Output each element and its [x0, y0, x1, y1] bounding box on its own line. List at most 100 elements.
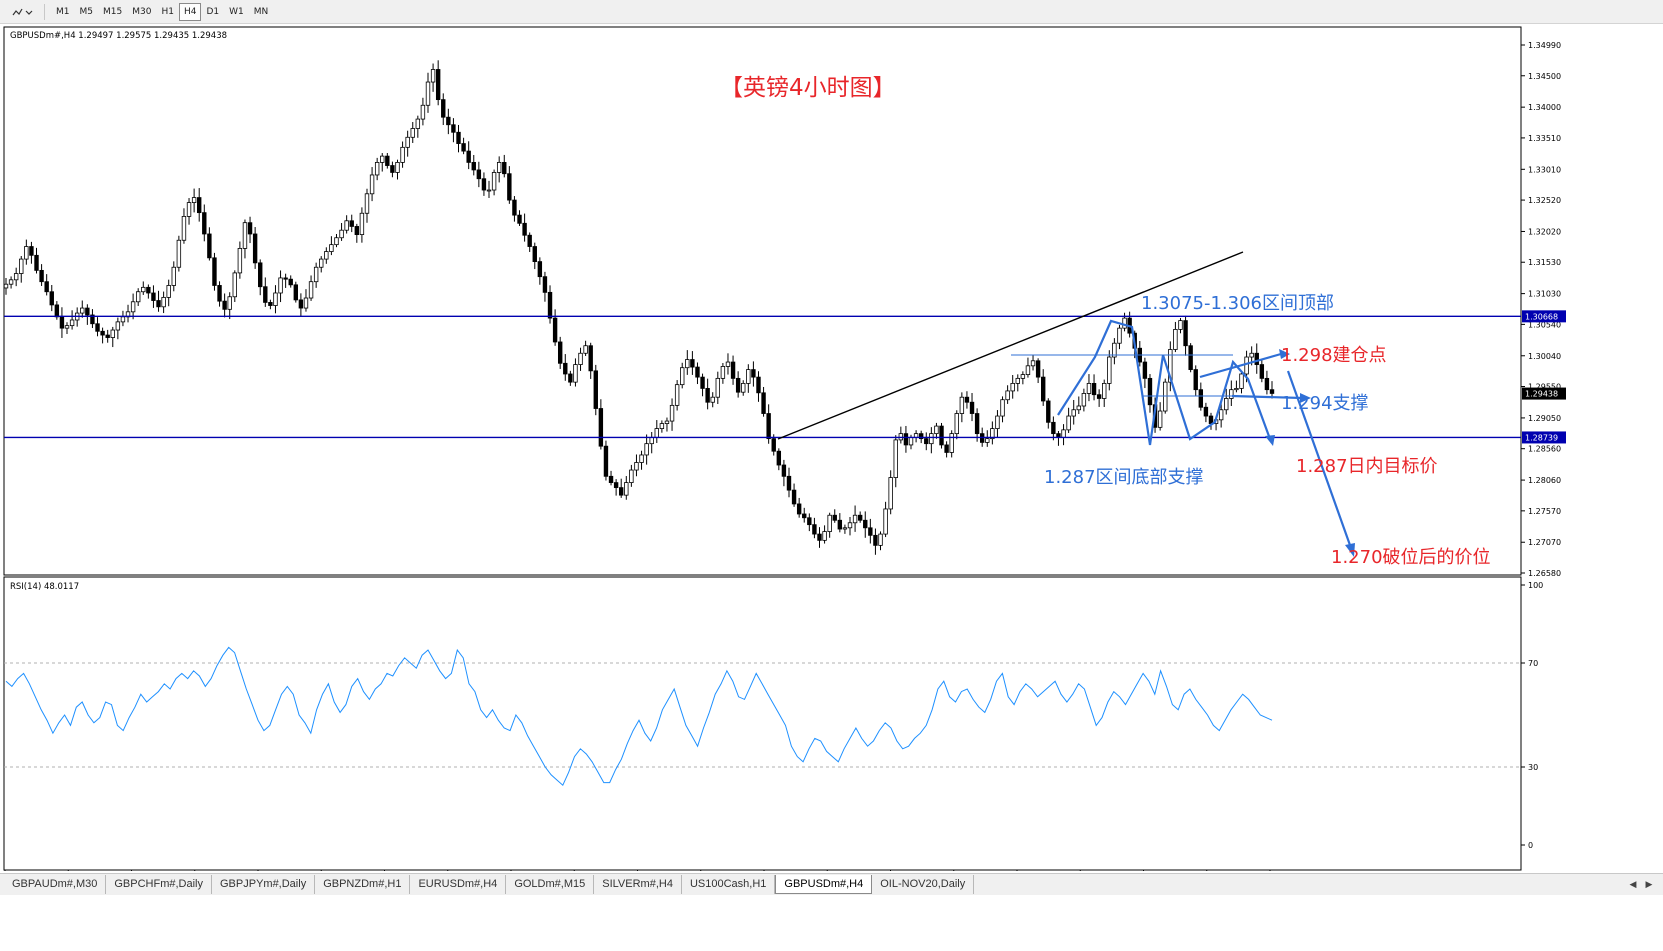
- candle-body: [847, 522, 853, 529]
- tab-us100cash-h1[interactable]: US100Cash,H1: [682, 875, 776, 894]
- candle-body: [217, 285, 222, 302]
- candle-body: [293, 284, 299, 301]
- tab-gbpnzd-h1[interactable]: GBPNZDm#,H1: [315, 875, 411, 894]
- candle-body: [1254, 352, 1259, 365]
- candle-body: [420, 104, 426, 120]
- tab-gold-m15[interactable]: GOLDm#,M15: [506, 875, 595, 894]
- candle-body: [776, 450, 782, 466]
- timeframe-h4-button[interactable]: H4: [178, 3, 202, 21]
- candle-body: [481, 178, 487, 191]
- price-chart-canvas[interactable]: 1.34990 1.34500 1.34000 1.33510 1.33010 1.325…: [0, 25, 1663, 871]
- candle-body: [746, 369, 751, 384]
- rsi-level-lines: [4, 662, 1521, 768]
- rsi-tick-label: 70: [1528, 659, 1538, 668]
- timeframe-m30-button[interactable]: M30: [132, 7, 152, 17]
- candle-body: [141, 286, 146, 293]
- candle-body: [425, 81, 431, 106]
- candle-body: [629, 469, 634, 483]
- price-tick-label: 1.34000: [1528, 103, 1561, 112]
- tab-gbpchf-daily[interactable]: GBPCHFm#,Daily: [106, 875, 212, 894]
- candle-body: [837, 519, 843, 530]
- horizontal-level-lines[interactable]: 1.30668 1.28739 1.29438: [4, 310, 1566, 444]
- timeframe-mn-button[interactable]: MN: [253, 7, 269, 17]
- candle-body: [354, 226, 360, 236]
- candle-body: [29, 246, 34, 256]
- level-price-label: 1.30668: [1525, 312, 1558, 321]
- candle-body: [283, 277, 288, 280]
- price-tick-label: 1.34500: [1528, 72, 1561, 81]
- rsi-tick-label: 0: [1528, 841, 1533, 850]
- candle-body: [466, 150, 471, 163]
- tab-gbpusd-h4[interactable]: GBPUSDm#,H4: [775, 875, 873, 894]
- price-tick-label: 1.27570: [1528, 507, 1561, 516]
- rsi-tick-label: 30: [1528, 763, 1538, 772]
- candle-body: [1091, 382, 1097, 396]
- candle-body: [298, 299, 304, 309]
- candle-body: [410, 128, 415, 138]
- candle-body: [1249, 352, 1254, 358]
- trend-line[interactable]: [777, 251, 1244, 440]
- candle-body: [852, 514, 858, 524]
- candle-body: [720, 366, 726, 379]
- bottom-support-annotation: 1.287区间底部支撑: [1044, 467, 1204, 488]
- candle-body: [888, 477, 893, 510]
- candle-body: [1239, 373, 1244, 389]
- timeframe-m1-button[interactable]: M1: [56, 7, 70, 17]
- timeframe-w1-button[interactable]: W1: [229, 7, 244, 17]
- tab-eurusd-h4[interactable]: EURUSDm#,H4: [410, 875, 507, 894]
- candle-body: [110, 329, 115, 338]
- entry-arrowhead: [1279, 349, 1290, 359]
- rsi-tick-label: 100: [1528, 581, 1543, 590]
- candle-body: [725, 361, 731, 367]
- break-target-annotation: 1.270破位后的价位: [1331, 547, 1491, 568]
- candle-body: [476, 169, 482, 180]
- price-tick-label: 1.33010: [1528, 165, 1561, 174]
- chart-window[interactable]: 1.34990 1.34500 1.34000 1.33510 1.33010 1.325…: [0, 25, 1663, 871]
- candle-body: [680, 367, 685, 386]
- tab-scroll-left-icon[interactable]: ◀: [1629, 880, 1637, 890]
- candle-body: [598, 408, 604, 447]
- timeframe-m5-button[interactable]: M5: [79, 7, 94, 17]
- tab-oil-nov20-daily[interactable]: OIL-NOV20,Daily: [872, 875, 975, 894]
- timeframe-h1-button[interactable]: H1: [161, 7, 174, 17]
- candle-body: [227, 296, 232, 310]
- tab-gbpjpy-daily[interactable]: GBPJPYm#,Daily: [212, 875, 316, 894]
- candle-body: [547, 291, 553, 319]
- candle-body: [995, 415, 1000, 430]
- chart-title-annotation: 【英镑4小时图】: [720, 75, 896, 101]
- candle-body: [400, 146, 405, 163]
- candle-body: [954, 413, 959, 435]
- rsi-header: RSI(14) 48.0117: [10, 582, 79, 592]
- candle-body: [573, 364, 578, 383]
- timeframe-d1-button[interactable]: D1: [206, 7, 220, 17]
- candle-body: [1198, 389, 1204, 408]
- candle-body: [822, 531, 827, 541]
- candle-body: [446, 116, 451, 126]
- tab-scroll-right-icon[interactable]: ▶: [1645, 880, 1653, 890]
- crosshair-tools-svg: [12, 8, 33, 16]
- candle-body: [1183, 320, 1188, 347]
- candle-body: [1244, 356, 1249, 375]
- candle-body: [151, 292, 156, 301]
- candle-body: [766, 413, 771, 440]
- tab-silver-h4[interactable]: SILVERm#,H4: [594, 875, 682, 894]
- candle-body: [878, 533, 883, 546]
- candle-body: [1086, 382, 1092, 394]
- candle-body: [161, 296, 166, 308]
- candle-body: [527, 234, 532, 247]
- candle-body: [1025, 365, 1031, 376]
- timeframe-m15-button[interactable]: M15: [103, 7, 123, 17]
- candle-body: [1269, 389, 1275, 394]
- candle-body: [64, 325, 70, 329]
- support-arrowhead: [1300, 393, 1311, 403]
- candle-body: [69, 319, 75, 327]
- chart-tab-list: GBPAUDm#,M30 GBPCHFm#,Daily GBPJPYm#,Dai…: [4, 875, 975, 895]
- candle-body: [303, 297, 309, 309]
- candle-body: [654, 428, 659, 438]
- candle-body: [1122, 317, 1127, 329]
- rsi-panel-frame: [3, 576, 1522, 871]
- candle-body: [415, 118, 421, 129]
- candle-body: [796, 503, 802, 515]
- tab-gbpaud-m30[interactable]: GBPAUDm#,M30: [4, 875, 107, 894]
- crosshair-tools-icon[interactable]: [6, 3, 38, 21]
